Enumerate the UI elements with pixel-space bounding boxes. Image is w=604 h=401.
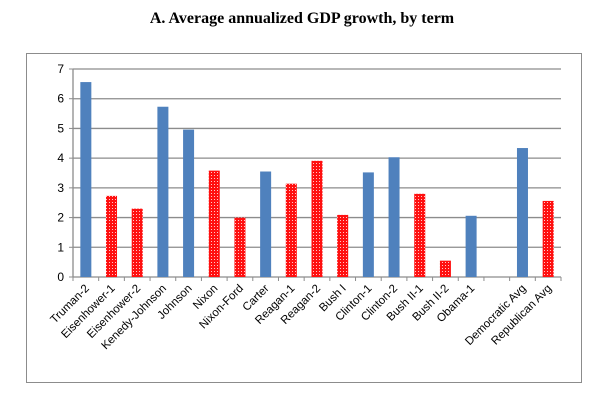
bar-bush-ii-1 xyxy=(414,193,426,277)
bar-kenedy-johnson xyxy=(157,106,169,277)
bar-johnson xyxy=(183,129,195,277)
y-tick-label: 1 xyxy=(57,240,64,254)
bar-bush-i xyxy=(337,214,349,277)
bar-republican-avg xyxy=(542,200,554,277)
y-tick-label: 4 xyxy=(57,151,64,165)
bar-obama-1 xyxy=(465,215,477,277)
bar-bush-ii-2 xyxy=(439,260,451,277)
bar-carter xyxy=(260,171,272,277)
y-tick-label: 3 xyxy=(57,181,64,195)
y-tick-label: 6 xyxy=(57,92,64,106)
bar-clinton-1 xyxy=(362,172,374,277)
bar-reagan-2 xyxy=(311,160,323,277)
bar-nixon xyxy=(208,170,220,277)
y-tick-label: 0 xyxy=(57,270,64,284)
bar-reagan-1 xyxy=(285,183,297,277)
bar-democratic-avg xyxy=(516,148,528,277)
y-tick-label: 5 xyxy=(57,121,64,135)
chart-frame xyxy=(26,53,582,383)
bar-truman-2 xyxy=(80,82,92,278)
bar-eisenhower-1 xyxy=(106,195,118,277)
y-tick-label: 2 xyxy=(57,211,64,225)
chart-title: A. Average annualized GDP growth, by ter… xyxy=(149,10,455,27)
y-tick-label: 7 xyxy=(57,62,64,76)
bar-clinton-2 xyxy=(388,157,400,277)
bar-nixon-ford xyxy=(234,217,246,277)
bar-eisenhower-2 xyxy=(131,208,143,277)
